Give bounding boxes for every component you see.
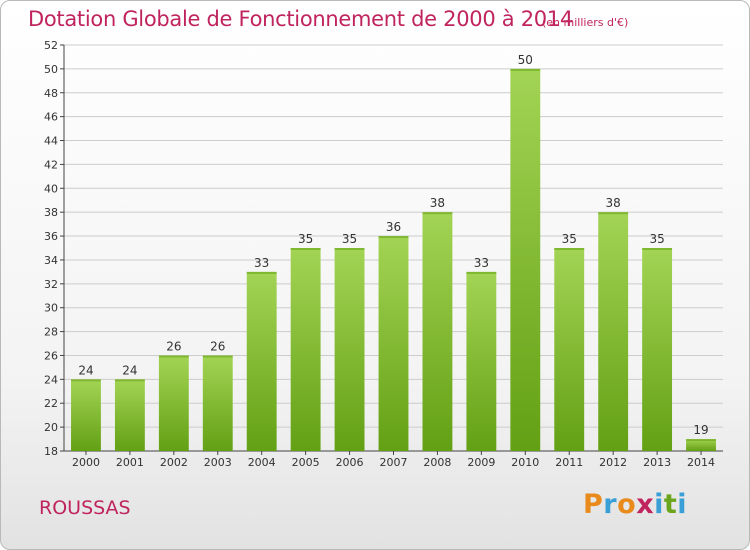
bar-2004 bbox=[246, 271, 277, 451]
x-tick-label-2010: 2010 bbox=[511, 456, 539, 469]
brand-letter: i bbox=[677, 489, 688, 520]
data-label-2004: 33 bbox=[254, 256, 269, 270]
brand-letter: t bbox=[663, 489, 678, 520]
brand-letter: x bbox=[636, 489, 655, 520]
data-label-2014: 19 bbox=[693, 423, 708, 437]
bar-2008 bbox=[422, 212, 453, 451]
y-tick-label: 38 bbox=[44, 206, 58, 219]
x-tick-label-2011: 2011 bbox=[555, 456, 583, 469]
y-tick-label: 24 bbox=[44, 373, 58, 386]
y-tick-label: 44 bbox=[44, 135, 58, 148]
data-label-2009: 33 bbox=[474, 256, 489, 270]
bar-2001 bbox=[114, 379, 145, 451]
bar-top-edge bbox=[642, 248, 673, 250]
data-label-2007: 36 bbox=[386, 220, 401, 234]
data-label-2003: 26 bbox=[210, 339, 225, 353]
x-tick-label-2006: 2006 bbox=[336, 456, 364, 469]
x-tick-label-2001: 2001 bbox=[116, 456, 144, 469]
bar-top-edge bbox=[334, 248, 365, 250]
x-tick-label-2004: 2004 bbox=[248, 456, 276, 469]
y-tick-label: 50 bbox=[44, 63, 58, 76]
x-tick-label-2000: 2000 bbox=[72, 456, 100, 469]
brand-letter: i bbox=[654, 489, 664, 520]
data-label-2005: 35 bbox=[298, 232, 313, 246]
bar-top-edge bbox=[554, 248, 585, 250]
y-tick-label: 28 bbox=[44, 326, 58, 339]
commune-name: ROUSSAS bbox=[39, 497, 131, 519]
data-label-2008: 38 bbox=[430, 196, 445, 210]
proxiti-logo[interactable]: Proxiti bbox=[583, 489, 687, 520]
x-tick-label-2005: 2005 bbox=[292, 456, 320, 469]
y-tick-label: 20 bbox=[44, 421, 58, 434]
bar-top-edge bbox=[466, 271, 497, 274]
bar-2014 bbox=[686, 439, 716, 451]
bar-2005 bbox=[290, 248, 321, 451]
bar-top-edge bbox=[510, 68, 541, 71]
x-tick-label-2007: 2007 bbox=[380, 456, 408, 469]
data-label-2006: 35 bbox=[342, 232, 357, 246]
bar-2013 bbox=[642, 248, 673, 451]
y-tick-label: 52 bbox=[44, 39, 58, 52]
bar-top-edge bbox=[246, 271, 277, 274]
data-label-2000: 24 bbox=[78, 363, 93, 377]
bar-2012 bbox=[598, 212, 629, 451]
bar-top-edge bbox=[114, 379, 145, 382]
data-label-2002: 26 bbox=[166, 339, 181, 353]
bar-2007 bbox=[378, 236, 409, 451]
x-tick-label-2008: 2008 bbox=[423, 456, 451, 469]
chart-title: Dotation Globale de Fonctionnement de 20… bbox=[28, 7, 573, 31]
bar-2006 bbox=[334, 248, 365, 451]
data-label-2011: 35 bbox=[562, 232, 577, 246]
y-tick-label: 48 bbox=[44, 87, 58, 100]
bar-2009 bbox=[466, 271, 497, 451]
y-tick-label: 32 bbox=[44, 278, 58, 291]
y-tick-label: 30 bbox=[44, 302, 58, 315]
bar-top-edge bbox=[686, 439, 716, 442]
bar-top-edge bbox=[378, 236, 409, 239]
bar-top-edge bbox=[598, 212, 629, 215]
bar-top-edge bbox=[202, 355, 233, 358]
bar-top-edge bbox=[158, 355, 189, 358]
y-tick-label: 36 bbox=[44, 230, 58, 243]
brand-letter: r bbox=[603, 489, 618, 520]
x-tick-label-2013: 2013 bbox=[643, 456, 671, 469]
brand-letter: o bbox=[617, 489, 637, 520]
bar-top-edge bbox=[290, 248, 321, 250]
data-label-2001: 24 bbox=[122, 363, 137, 377]
bar-top-edge bbox=[422, 212, 453, 215]
bar-2002 bbox=[158, 355, 189, 451]
bar-2003 bbox=[202, 355, 233, 451]
bar-top-edge bbox=[71, 379, 101, 382]
y-tick-label: 42 bbox=[44, 158, 58, 171]
y-tick-label: 34 bbox=[44, 254, 58, 267]
x-tick-label-2002: 2002 bbox=[160, 456, 188, 469]
x-tick-label-2012: 2012 bbox=[599, 456, 627, 469]
x-tick-label-2003: 2003 bbox=[204, 456, 232, 469]
data-label-2013: 35 bbox=[649, 232, 664, 246]
bar-2000 bbox=[71, 379, 101, 451]
y-tick-label: 18 bbox=[44, 445, 58, 458]
y-tick-label: 40 bbox=[44, 182, 58, 195]
data-label-2012: 38 bbox=[606, 196, 621, 210]
y-tick-label: 22 bbox=[44, 397, 58, 410]
bar-2011 bbox=[554, 248, 585, 451]
x-tick-label-2009: 2009 bbox=[467, 456, 495, 469]
brand-letter: P bbox=[583, 489, 604, 520]
chart-unit-label: (en milliers d'€) bbox=[542, 16, 629, 29]
y-tick-label: 46 bbox=[44, 111, 58, 124]
data-label-2010: 50 bbox=[518, 53, 533, 67]
data-labels: 24 24 26 26 33 35 35 36 38 33 50 35 38 35 19 bbox=[78, 53, 708, 437]
bar-2010 bbox=[510, 68, 541, 451]
x-tick-label-2014: 2014 bbox=[687, 456, 715, 469]
bars bbox=[71, 68, 716, 451]
y-tick-label: 26 bbox=[44, 349, 58, 362]
